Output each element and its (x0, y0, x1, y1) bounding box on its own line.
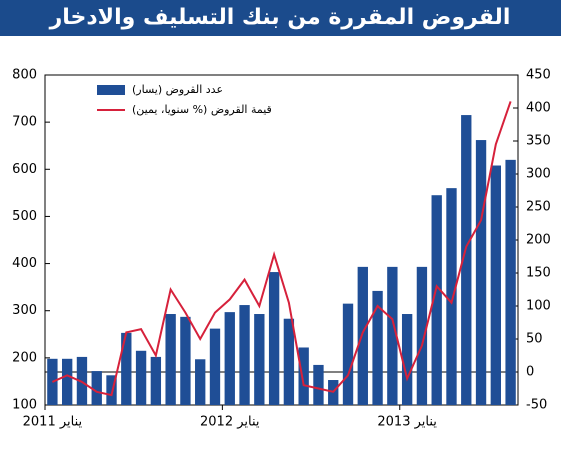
bar (490, 165, 502, 405)
bar (283, 318, 295, 405)
x-tick-label: يناير 2011 (23, 415, 83, 430)
title-bar (0, 0, 561, 36)
bar (195, 359, 206, 405)
bar (431, 195, 442, 405)
bar (224, 312, 235, 405)
bar (475, 140, 487, 406)
bar (239, 305, 250, 405)
y-tick-label: 300 (12, 303, 37, 318)
bar (505, 159, 516, 405)
bar (313, 364, 324, 405)
y2-tick-label: 0 (526, 365, 534, 380)
bar (461, 115, 472, 406)
x-tick-label: يناير 2012 (200, 415, 260, 430)
y2-tick-label: 150 (526, 266, 551, 281)
bar (372, 290, 383, 405)
y2-tick-label: 350 (526, 134, 551, 149)
y2-tick-label: 450 (526, 68, 551, 83)
y-tick-label: 400 (12, 256, 37, 271)
bar (61, 358, 73, 405)
bar (180, 316, 191, 405)
bar (254, 314, 265, 405)
bar (121, 332, 132, 405)
line (51, 101, 512, 397)
y2-tick-label: 50 (526, 332, 543, 347)
bar (209, 328, 221, 405)
chart-title: القروض المقررة من بنك التسليف والادخار (49, 5, 511, 30)
y2-tick-label: 250 (526, 200, 551, 215)
y-tick-label: 100 (12, 398, 37, 413)
y-tick-label: 800 (12, 68, 37, 83)
y2-tick-label: 100 (526, 299, 551, 314)
y-tick-label: 500 (12, 209, 37, 224)
bar (416, 266, 428, 405)
legend-label: قيمة القروض (% سنويا، يمين) (132, 103, 272, 116)
y-tick-label: 700 (12, 115, 37, 130)
x-tick-label: يناير 2013 (377, 415, 437, 430)
bar (357, 266, 368, 405)
y2-tick-label: 400 (526, 101, 551, 116)
bar (342, 303, 354, 405)
y2-tick-label: 200 (526, 233, 551, 248)
bar (150, 356, 162, 405)
bar (446, 188, 457, 405)
bar (135, 350, 147, 405)
legend-label: عدد القروض (يسار) (132, 83, 223, 96)
legend-swatch (97, 85, 125, 95)
y-tick-label: 200 (12, 350, 37, 365)
y-tick-label: 600 (12, 162, 37, 177)
bar (165, 314, 176, 405)
bar (91, 371, 102, 405)
bar (401, 314, 413, 405)
y2-tick-label: 300 (526, 167, 551, 182)
bar (106, 375, 117, 405)
y2-tick-label: -50 (526, 398, 547, 413)
bar (387, 266, 398, 405)
bar (268, 272, 280, 405)
bar (298, 347, 309, 405)
